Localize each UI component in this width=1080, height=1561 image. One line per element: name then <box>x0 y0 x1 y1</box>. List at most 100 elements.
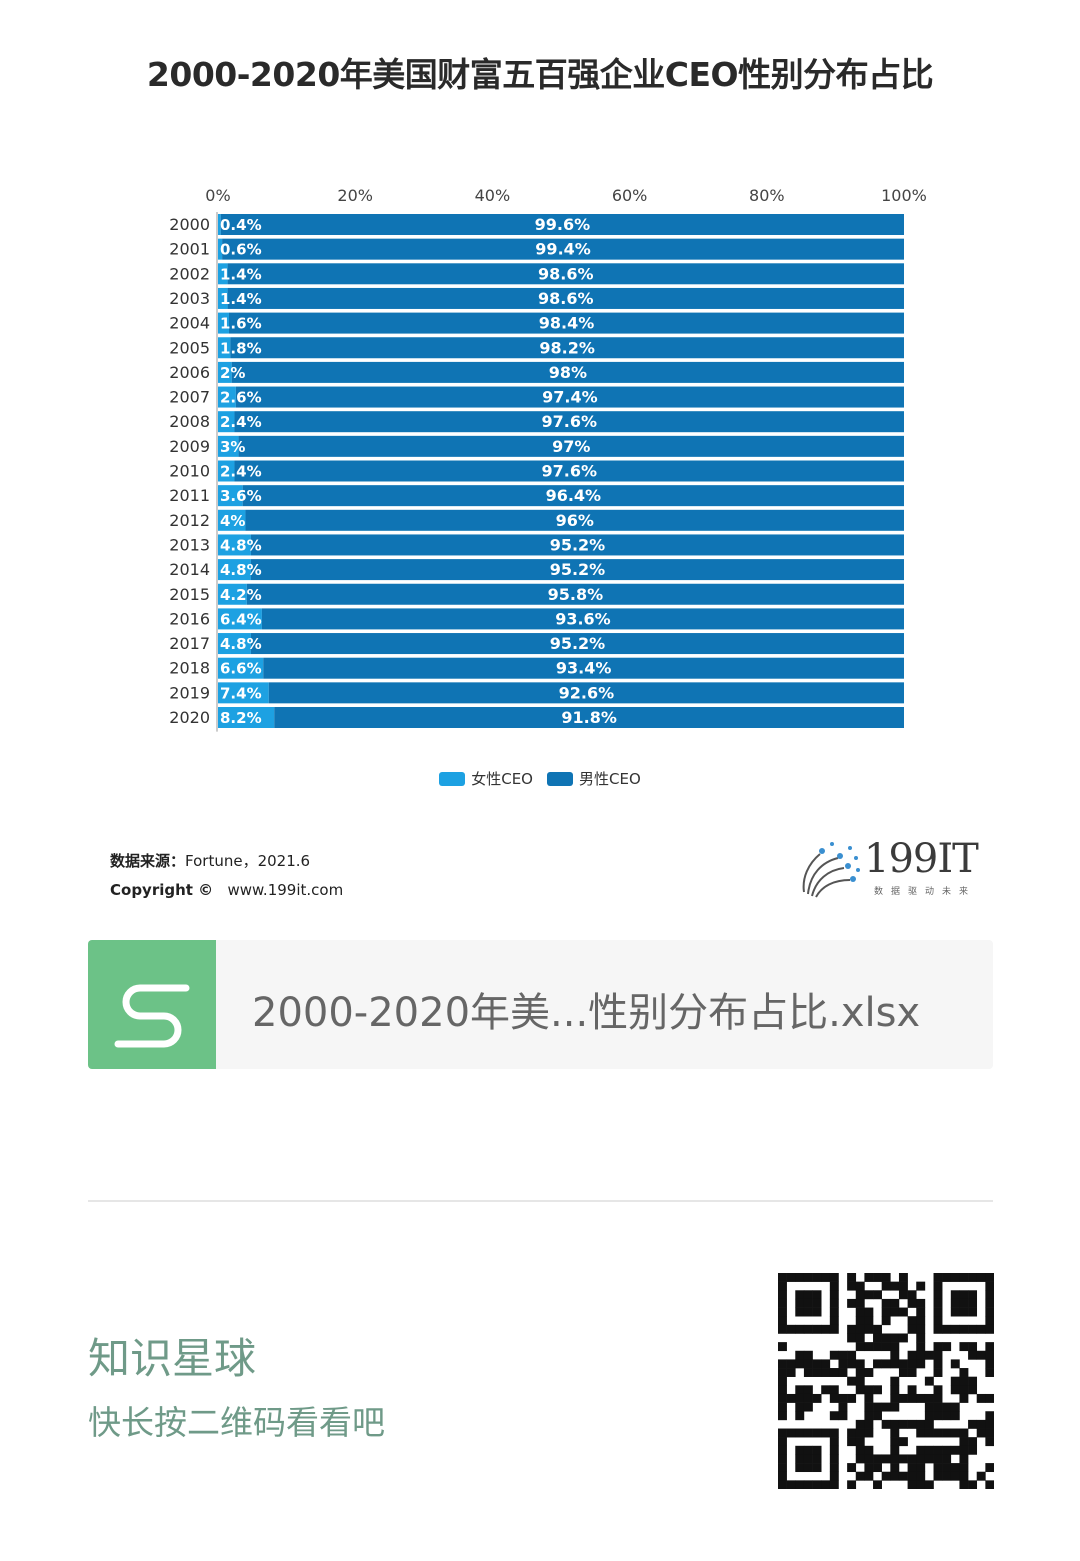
qr-module <box>950 1471 960 1481</box>
qr-module <box>985 1428 994 1438</box>
data-label-female: 0.6% <box>220 241 262 259</box>
qr-module <box>890 1359 900 1369</box>
qr-module <box>829 1281 839 1291</box>
qr-module <box>881 1342 891 1352</box>
qr-module <box>829 1290 839 1300</box>
qr-module <box>795 1428 805 1438</box>
divider <box>88 1200 993 1202</box>
bar-female <box>218 386 236 408</box>
qr-module <box>924 1350 934 1360</box>
qr-module <box>890 1454 900 1464</box>
qr-module <box>985 1350 994 1360</box>
qr-module <box>847 1298 857 1308</box>
qr-module <box>812 1428 822 1438</box>
qr-module <box>916 1463 926 1473</box>
data-label-male: 98.4% <box>539 314 595 333</box>
bar-female <box>218 608 262 630</box>
bar-male <box>242 485 905 507</box>
qr-module <box>847 1281 857 1291</box>
qr-module <box>968 1480 978 1489</box>
qr-module <box>959 1437 969 1447</box>
qr-module <box>864 1273 874 1282</box>
qr-module <box>786 1393 796 1403</box>
qr-module <box>985 1463 994 1473</box>
qr-module <box>933 1350 943 1360</box>
qr-module <box>778 1376 787 1386</box>
qr-module <box>803 1307 813 1317</box>
qr-module <box>778 1385 787 1395</box>
qr-module <box>838 1368 848 1377</box>
qr-module <box>890 1307 900 1317</box>
qr-module <box>847 1324 857 1334</box>
bar-male <box>238 435 904 457</box>
s-letter-icon <box>114 984 190 1048</box>
bar-male <box>268 682 904 704</box>
bar-female <box>218 312 229 334</box>
qr-module <box>976 1471 986 1481</box>
bar-male <box>230 337 904 359</box>
qr-module <box>907 1454 917 1464</box>
qr-module <box>916 1342 926 1352</box>
qr-module <box>812 1298 822 1308</box>
data-label-female: 4% <box>220 512 245 530</box>
bar-male <box>250 534 905 556</box>
qr-module <box>985 1419 994 1429</box>
qr-module <box>821 1385 831 1395</box>
qr-module <box>795 1411 805 1421</box>
qr-module <box>778 1480 787 1489</box>
data-label-female: 1.8% <box>220 339 262 357</box>
qr-module <box>916 1324 926 1334</box>
qr-module <box>778 1324 787 1334</box>
qr-module <box>890 1385 900 1395</box>
qr-module <box>942 1445 952 1455</box>
qr-module <box>778 1445 787 1455</box>
qr-module <box>864 1385 874 1395</box>
qr-module <box>855 1385 865 1395</box>
bar-female <box>218 411 235 433</box>
qr-module <box>933 1428 943 1438</box>
qr-module <box>933 1445 943 1455</box>
qr-module <box>855 1419 865 1429</box>
qr-module <box>916 1350 926 1360</box>
qr-module <box>933 1393 943 1403</box>
data-label-male: 91.8% <box>561 708 617 727</box>
data-label-female: 2.4% <box>220 463 262 481</box>
qr-module <box>881 1402 891 1412</box>
qr-module <box>985 1273 994 1282</box>
qr-module <box>985 1290 994 1300</box>
qr-module <box>907 1290 917 1300</box>
chart-title: 2000-2020年美国财富五百强企业CEO性别分布占比 <box>146 55 934 94</box>
qr-code[interactable] <box>778 1273 994 1489</box>
bar-female <box>218 583 247 605</box>
qr-module <box>847 1393 857 1403</box>
x-tick-label: 100% <box>881 186 927 205</box>
legend-label-female: 女性CEO <box>471 770 533 788</box>
footer-title: 知识星球 <box>88 1334 257 1383</box>
qr-module <box>786 1273 796 1282</box>
qr-module <box>968 1342 978 1352</box>
qr-module <box>890 1402 900 1412</box>
qr-module <box>855 1471 865 1481</box>
qr-module <box>959 1342 969 1352</box>
x-tick-label: 80% <box>749 186 785 205</box>
qr-module <box>847 1273 857 1282</box>
qr-module <box>924 1480 934 1489</box>
y-tick-label: 2008 <box>169 412 210 431</box>
qr-module <box>950 1290 960 1300</box>
qr-module <box>864 1411 874 1421</box>
qr-module <box>855 1342 865 1352</box>
file-attachment-card[interactable]: 2000-2020年美...性别分布占比.xlsx <box>88 940 993 1069</box>
qr-module <box>985 1393 994 1403</box>
qr-module <box>985 1324 994 1334</box>
qr-module <box>976 1419 986 1429</box>
bar-female <box>218 633 251 655</box>
qr-module <box>778 1454 787 1464</box>
qr-module <box>803 1445 813 1455</box>
qr-module <box>907 1419 917 1429</box>
qr-module <box>924 1411 934 1421</box>
qr-module <box>855 1359 865 1369</box>
qr-module <box>916 1307 926 1317</box>
qr-module <box>795 1385 805 1395</box>
data-label-male: 96.4% <box>546 486 602 505</box>
qr-module <box>829 1437 839 1447</box>
